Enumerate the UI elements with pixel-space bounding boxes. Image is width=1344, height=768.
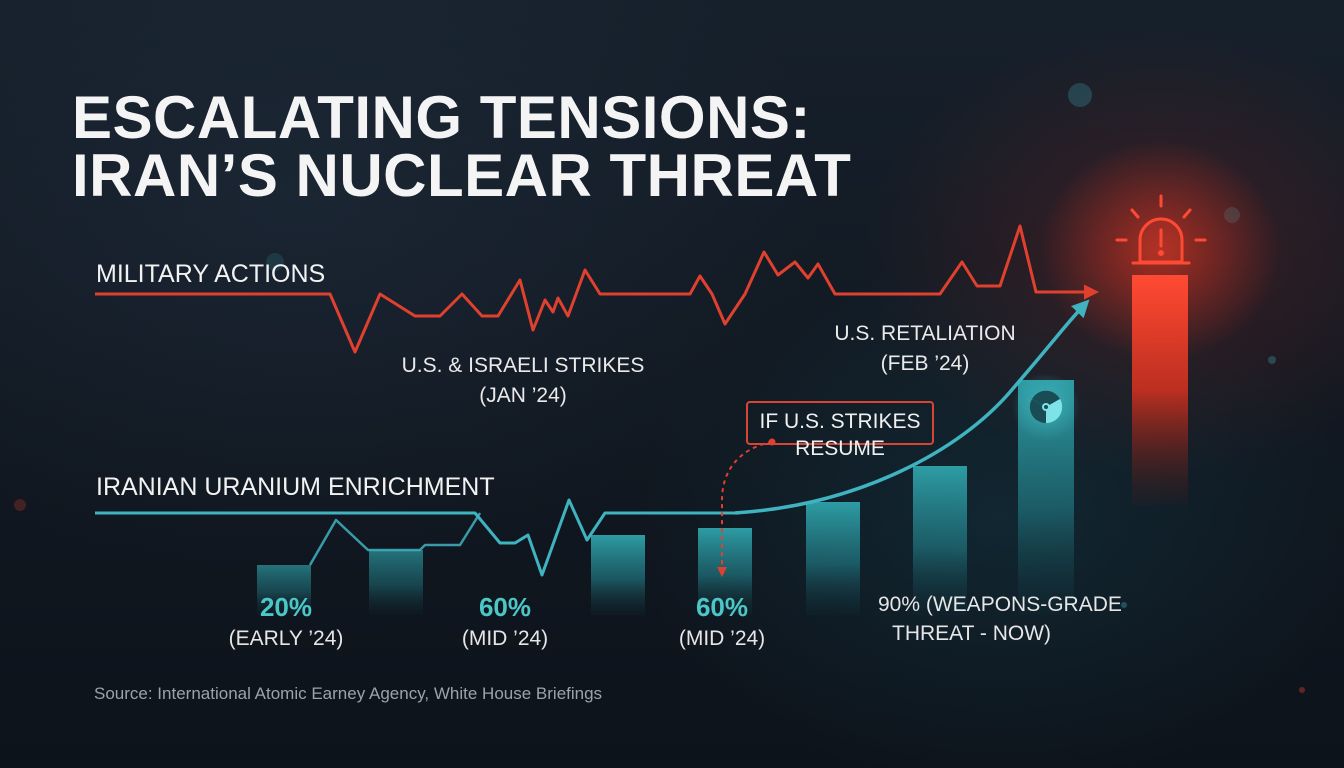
bokeh-dot bbox=[1068, 83, 1092, 107]
callout-box: IF U.S. STRIKES RESUME bbox=[746, 401, 934, 459]
enrichment-bar bbox=[591, 535, 645, 615]
level-value: 60% bbox=[695, 592, 749, 622]
bokeh-dot bbox=[1268, 356, 1276, 364]
radiation-icon bbox=[1012, 373, 1080, 441]
callout-line-1: IF U.S. STRIKES bbox=[759, 410, 921, 433]
level-label-2: 60% (MID ’24) bbox=[415, 594, 595, 649]
level-label-4: 90% (WEAPONS-GRADE THREAT - NOW) bbox=[878, 594, 1198, 644]
level-value: 60% bbox=[478, 592, 532, 622]
title-line-2: IRAN’S NUCLEAR THREAT bbox=[72, 142, 852, 209]
series-label-military: MILITARY ACTIONS bbox=[96, 260, 326, 288]
bokeh-dot bbox=[1299, 687, 1305, 693]
level-period: (MID ’24) bbox=[678, 627, 766, 650]
bokeh-dot bbox=[14, 499, 26, 511]
enrichment-line bbox=[95, 498, 735, 577]
warning-alarm-icon bbox=[1115, 194, 1207, 265]
event-date: (JAN ’24) bbox=[479, 384, 567, 408]
event-annotation-strikes: U.S. & ISRAELI STRIKES (JAN ’24) bbox=[373, 351, 673, 412]
callout-line-2: RESUME bbox=[795, 437, 885, 460]
enrichment-bar bbox=[913, 466, 967, 615]
level-label-1: 20% (EARLY ’24) bbox=[196, 594, 376, 649]
series-label-enrichment: IRANIAN URANIUM ENRICHMENT bbox=[96, 473, 495, 501]
alarm-glow bbox=[1040, 140, 1280, 360]
bokeh-dot bbox=[266, 253, 284, 271]
enrichment-bar bbox=[369, 550, 423, 615]
event-annotation-retaliation: U.S. RETALIATION (FEB ’24) bbox=[790, 319, 1060, 380]
event-date: (FEB ’24) bbox=[880, 352, 970, 376]
enrichment-bar bbox=[257, 565, 311, 615]
level-value: 20% bbox=[259, 592, 313, 622]
level-value: 90% (WEAPONS-GRADE bbox=[878, 593, 1122, 616]
title-line-1: ESCALATING TENSIONS: bbox=[72, 84, 811, 151]
military-bar bbox=[1132, 275, 1188, 505]
level-period: THREAT - NOW) bbox=[892, 622, 1052, 645]
event-title: U.S. RETALIATION bbox=[834, 322, 1016, 345]
level-period: (MID ’24) bbox=[461, 627, 549, 650]
event-title: U.S. & ISRAELI STRIKES bbox=[401, 354, 645, 377]
bokeh-dot bbox=[1121, 602, 1127, 608]
source-note: Source: International Atomic Earney Agen… bbox=[94, 684, 603, 703]
military-actions-line bbox=[95, 224, 1099, 354]
level-label-3: 60% (MID ’24) bbox=[632, 594, 812, 649]
enrichment-secondary-line bbox=[308, 512, 482, 566]
level-period: (EARLY ’24) bbox=[228, 627, 344, 650]
enrichment-bar bbox=[806, 502, 860, 615]
enrichment-projection-line bbox=[734, 299, 1090, 515]
